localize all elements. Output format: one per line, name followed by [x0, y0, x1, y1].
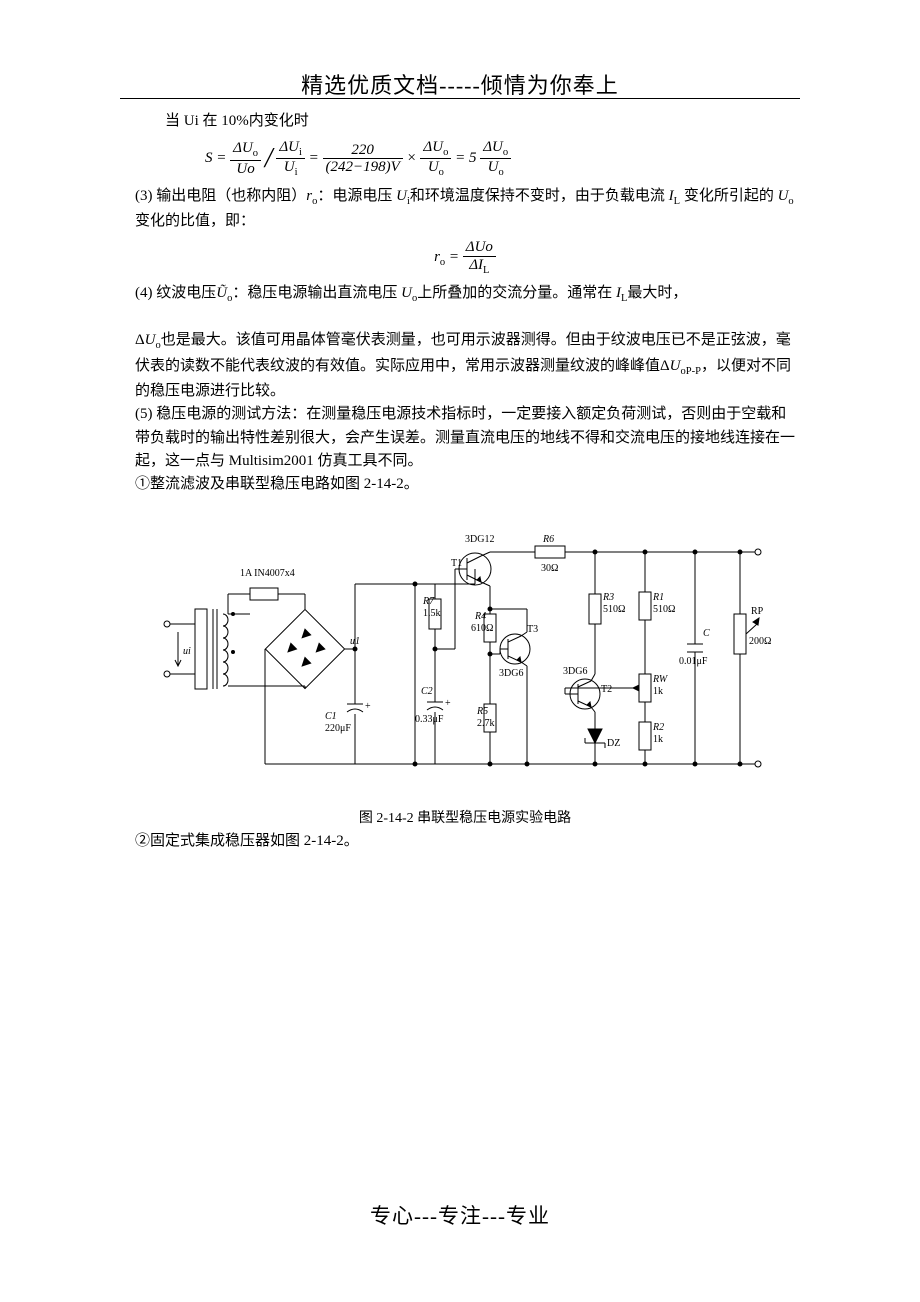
para-8: ②固定式集成稳压器如图 2-14-2。 — [135, 830, 795, 853]
lbl-T2type: 3DG6 — [563, 666, 587, 677]
eq1-frac1: ΔUo Uo — [230, 140, 261, 177]
lbl-C2v: 0.33μF — [415, 714, 444, 725]
p1-text: 当 Ui 在 10%内变化时 — [165, 113, 309, 129]
lbl-C1v: 220μF — [325, 723, 351, 734]
lbl-R4v: 610Ω — [471, 623, 493, 634]
para-4: (4) 纹波电压Ũo：稳压电源输出直流电压 Uo上所叠加的交流分量。通常在 IL… — [135, 282, 795, 307]
p5a: Δ — [135, 332, 145, 348]
equation-2: ro = ΔUo ΔIL — [135, 239, 795, 276]
svg-text:+: + — [445, 698, 451, 709]
lbl-RP: RP — [751, 606, 764, 617]
lbl-R7: R7 — [422, 596, 435, 607]
lbl-R3v: 510Ω — [603, 604, 625, 615]
page-header: 精选优质文档-----倾情为你奉上 — [0, 68, 920, 100]
lbl-Cv: 0.01μF — [679, 656, 708, 667]
p4a: (4) 纹波电压 — [135, 285, 216, 301]
lbl-T2: T2 — [601, 684, 612, 695]
equation-1: S = ΔUo Uo / ΔUi Ui = 220 (242−198)V × Δ… — [135, 137, 795, 180]
spacer — [135, 307, 795, 329]
p4b: ：稳压电源输出直流电压 — [232, 285, 401, 301]
lbl-R2: R2 — [652, 722, 664, 733]
lbl-RWv: 1k — [653, 686, 663, 697]
p4d: 最大时， — [627, 285, 687, 301]
para-3: (3) 输出电阻（也称内阻）ro：电源电压 Ui和环境温度保持不变时，由于负载电… — [135, 185, 795, 234]
lbl-T3type: 3DG6 — [499, 668, 523, 679]
p3e: 变化的比值，即： — [135, 213, 255, 229]
lbl-fuse: 1A IN4007x4 — [240, 568, 295, 579]
para-5: ΔUo也是最大。该值可用晶体管毫伏表测量，也可用示波器测得。但由于纹波电压已不是… — [135, 329, 795, 403]
lbl-R1v: 510Ω — [653, 604, 675, 615]
eq1-frac5: ΔUo Uo — [480, 139, 511, 179]
lbl-R1: R1 — [652, 592, 664, 603]
lbl-R7v: 1.5k — [423, 608, 441, 619]
header-rule — [120, 98, 800, 99]
eq1-frac3: 220 (242−198)V — [323, 142, 403, 176]
eq1-lhs: S = — [205, 150, 226, 166]
lbl-T3: T3 — [527, 624, 538, 635]
lbl-C1: C1 — [325, 711, 337, 722]
p3c: 和环境温度保持不变时，由于负载电流 — [410, 188, 669, 204]
para-7: ①整流滤波及串联型稳压电路如图 2-14-2。 — [135, 473, 795, 496]
page: 精选优质文档-----倾情为你奉上 当 Ui 在 10%内变化时 S = ΔUo… — [0, 0, 920, 1302]
lbl-ui: ui — [183, 646, 191, 657]
lbl-RW: RW — [652, 674, 669, 685]
lbl-R3: R3 — [602, 592, 614, 603]
para-1: 当 Ui 在 10%内变化时 — [135, 110, 795, 133]
p3d: 变化所引起的 — [684, 188, 778, 204]
lbl-R5v: 2.7k — [477, 718, 495, 729]
lbl-C: C — [703, 628, 710, 639]
eq1-frac4: ΔUo Uo — [420, 139, 451, 179]
lbl-T1: T1 — [451, 558, 462, 569]
svg-text:+: + — [365, 701, 371, 712]
body-content: 当 Ui 在 10%内变化时 S = ΔUo Uo / ΔUi Ui = 220… — [135, 110, 795, 853]
lbl-RPv: 200Ω — [749, 636, 771, 647]
p3b: ：电源电压 — [317, 188, 396, 204]
p3a: (3) 输出电阻（也称内阻） — [135, 188, 306, 204]
circuit-svg: ui 1A IN4007x4 — [155, 514, 775, 804]
eq1-5: = 5 — [455, 150, 476, 166]
lbl-R2v: 1k — [653, 734, 663, 745]
page-footer: 专心---专注---专业 — [0, 1200, 920, 1230]
p4c: 上所叠加的交流分量。通常在 — [417, 285, 616, 301]
lbl-R6v: 30Ω — [541, 563, 558, 574]
figure-caption: 图 2-14-2 串联型稳压电源实验电路 — [135, 808, 795, 830]
para-6: (5) 稳压电源的测试方法：在测量稳压电源技术指标时，一定要接入额定负荷测试，否… — [135, 403, 795, 473]
lbl-R4: R4 — [474, 611, 486, 622]
circuit-figure: ui 1A IN4007x4 — [155, 514, 775, 804]
eq1-frac2: ΔUi Ui — [276, 139, 305, 179]
lbl-T1type: 3DG12 — [465, 534, 494, 545]
lbl-R6: R6 — [542, 534, 554, 545]
lbl-R5: R5 — [476, 706, 488, 717]
lbl-Dz: DZ — [607, 738, 620, 749]
lbl-C2: C2 — [421, 686, 433, 697]
